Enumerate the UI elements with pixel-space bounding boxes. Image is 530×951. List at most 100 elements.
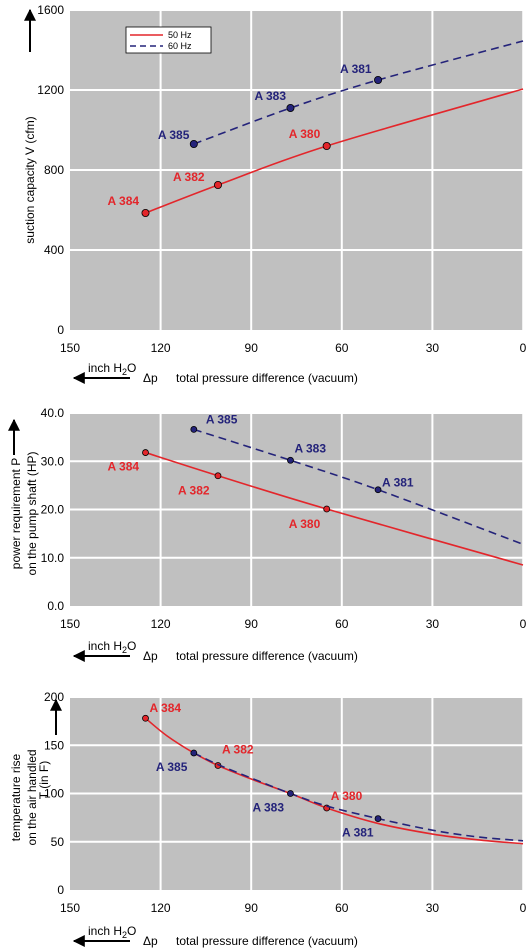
series-50-hz: A 384 A 382 A 380 bbox=[108, 88, 524, 217]
x-axis-symbol: Δp bbox=[143, 934, 158, 948]
series-60-hz: A 385 A 383 A 381 bbox=[190, 412, 524, 545]
series-60-hz: A 385 A 383 A 381 bbox=[156, 749, 524, 842]
data-point bbox=[287, 790, 294, 797]
point-label: A 382 bbox=[222, 743, 254, 757]
data-point bbox=[141, 208, 150, 217]
data-point bbox=[374, 815, 382, 822]
y-tick-label: 0 bbox=[57, 883, 64, 897]
point-label: A 381 bbox=[342, 826, 374, 840]
x-axis-unit: inch H2O bbox=[88, 361, 136, 377]
x-tick-label: 150 bbox=[60, 617, 80, 631]
y-tick-label: 0 bbox=[57, 323, 64, 337]
data-point bbox=[286, 104, 295, 113]
point-label: A 380 bbox=[289, 517, 321, 531]
x-axis-unit: inch H2O bbox=[88, 924, 136, 940]
y-axis-label: suction capacity V (cfm) bbox=[23, 116, 37, 243]
point-label: A 382 bbox=[178, 484, 210, 498]
y-tick-label: 20.0 bbox=[41, 503, 65, 517]
chart-1: 150 120 90 60 30 0 0 400 800 1200 1600 suction capa… bbox=[23, 3, 527, 385]
series-line bbox=[193, 428, 524, 545]
y-tick-label: 100 bbox=[44, 787, 64, 801]
data-point bbox=[323, 505, 331, 513]
y-tick-label: 800 bbox=[44, 163, 64, 177]
y-tick-label: 50 bbox=[51, 835, 65, 849]
point-label: A 384 bbox=[108, 460, 140, 474]
data-point bbox=[190, 749, 198, 757]
point-label: A 381 bbox=[340, 62, 372, 76]
series-line bbox=[145, 88, 524, 214]
x-tick-label: 90 bbox=[245, 341, 259, 355]
series-line bbox=[193, 752, 524, 842]
point-label: A 385 bbox=[156, 760, 188, 774]
x-tick-label: 90 bbox=[245, 901, 259, 915]
x-tick-label: 30 bbox=[426, 901, 440, 915]
series-line bbox=[145, 451, 524, 566]
x-tick-label: 60 bbox=[335, 901, 349, 915]
point-label: A 385 bbox=[206, 412, 238, 426]
x-axis-unit: inch H2O bbox=[88, 639, 136, 655]
series-60-hz: A 385 A 383 A 381 bbox=[158, 40, 524, 148]
x-tick-label: 120 bbox=[151, 901, 171, 915]
point-label: A 383 bbox=[294, 441, 326, 455]
legend-box bbox=[125, 26, 212, 54]
y-tick-label: 10.0 bbox=[41, 551, 65, 565]
x-tick-label: 120 bbox=[151, 341, 171, 355]
series-line bbox=[193, 40, 524, 145]
data-point bbox=[287, 456, 294, 464]
x-tick-label: 60 bbox=[335, 341, 349, 355]
x-axis-label: total pressure difference (vacuum) bbox=[176, 371, 358, 385]
x-tick-label: 0 bbox=[520, 901, 527, 915]
y-axis-label-line2: on the pump shaft (HP) bbox=[25, 451, 39, 575]
data-point bbox=[213, 180, 222, 189]
point-label: A 380 bbox=[289, 127, 321, 141]
point-label: A 383 bbox=[254, 89, 286, 103]
x-tick-label: 0 bbox=[520, 341, 527, 355]
y-tick-label: 400 bbox=[44, 243, 64, 257]
y-tick-label: 30.0 bbox=[41, 454, 65, 468]
data-point bbox=[374, 486, 382, 494]
legend-label-60hz: 60 Hz bbox=[168, 41, 192, 51]
chart-2: 150 120 90 60 30 0 0.0 10.0 20.0 30.0 40.0 power re… bbox=[7, 406, 527, 663]
data-point bbox=[374, 76, 383, 85]
y-axis-label-line1: temperature rise bbox=[9, 753, 23, 841]
x-tick-label: 120 bbox=[151, 617, 171, 631]
point-label: A 384 bbox=[108, 194, 140, 208]
point-label: A 382 bbox=[173, 170, 205, 184]
data-point bbox=[142, 714, 149, 722]
point-label: A 380 bbox=[331, 789, 363, 803]
y-tick-label: 1600 bbox=[37, 3, 64, 17]
point-label: A 384 bbox=[150, 701, 182, 715]
x-axis-label: total pressure difference (vacuum) bbox=[176, 934, 358, 948]
x-tick-label: 30 bbox=[426, 617, 440, 631]
x-tick-label: 0 bbox=[520, 617, 527, 631]
x-tick-label: 90 bbox=[245, 617, 259, 631]
y-tick-label: 1200 bbox=[37, 83, 64, 97]
y-tick-label: 200 bbox=[44, 690, 64, 704]
y-axis-label-extra: T (in F) bbox=[37, 761, 51, 799]
x-tick-label: 30 bbox=[426, 341, 440, 355]
series-50-hz: A 384 A 382 A 380 bbox=[108, 449, 524, 566]
y-tick-label: 0.0 bbox=[47, 599, 64, 613]
point-label: A 383 bbox=[252, 801, 284, 815]
chart-3: 150 120 90 60 30 0 0 50 100 150 200 temperature ris… bbox=[9, 690, 527, 948]
x-tick-label: 150 bbox=[60, 901, 80, 915]
data-point bbox=[322, 141, 331, 150]
data-point bbox=[190, 426, 198, 433]
x-tick-label: 60 bbox=[335, 617, 349, 631]
x-axis-symbol: Δp bbox=[143, 649, 158, 663]
point-label: A 385 bbox=[158, 128, 190, 142]
x-axis-label: total pressure difference (vacuum) bbox=[176, 649, 358, 663]
y-tick-label: 40.0 bbox=[41, 406, 65, 420]
data-point bbox=[142, 449, 149, 456]
x-tick-label: 150 bbox=[60, 341, 80, 355]
y-axis-label-line2: on the air handled bbox=[25, 749, 39, 845]
x-axis-symbol: Δp bbox=[143, 371, 158, 385]
y-axis-label-line1: power requirement P bbox=[9, 458, 23, 569]
legend-label-50hz: 50 Hz bbox=[168, 30, 192, 40]
point-label: A 381 bbox=[382, 476, 414, 490]
y-tick-label: 150 bbox=[44, 738, 64, 752]
data-point bbox=[189, 139, 198, 148]
data-point bbox=[214, 472, 222, 480]
